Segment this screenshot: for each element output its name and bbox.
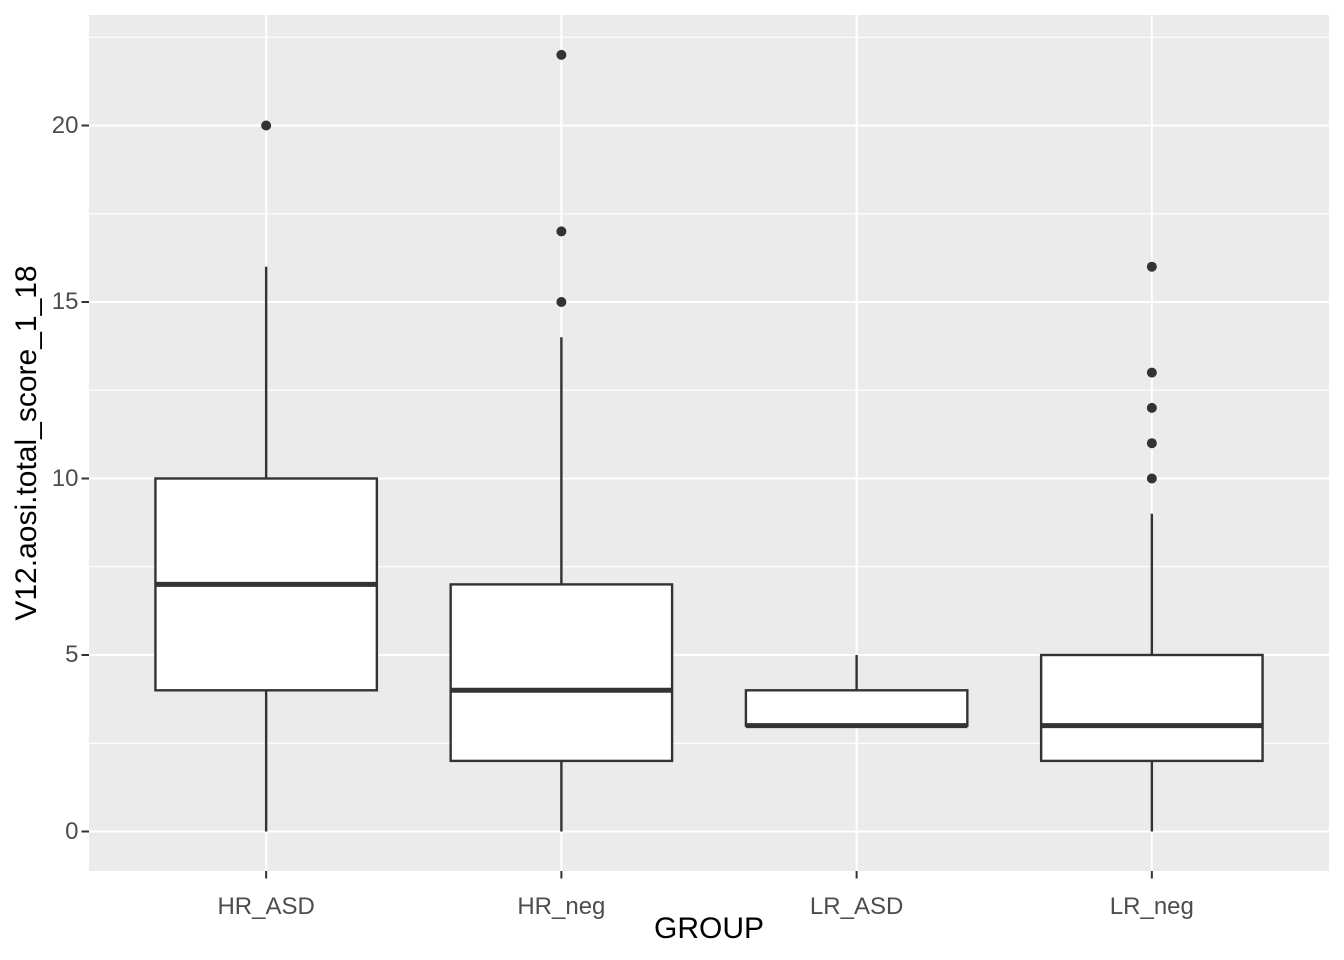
- outlier-point: [1146, 473, 1157, 484]
- box-iqr: [744, 689, 969, 727]
- outlier-point: [1146, 367, 1157, 378]
- boxplot-LR_neg: [1039, 261, 1264, 832]
- outlier-point: [556, 226, 567, 237]
- x-tick-label: LR_ASD: [809, 893, 904, 920]
- box-iqr: [449, 583, 674, 763]
- y-tick-label: 20: [51, 111, 79, 139]
- outlier-point: [556, 49, 567, 60]
- outlier-point: [1146, 438, 1157, 449]
- x-tick-label: LR_neg: [1109, 893, 1194, 920]
- outlier-point: [1146, 402, 1157, 413]
- x-axis-title: GROUP: [653, 912, 765, 945]
- boxplot-HR_neg: [449, 49, 674, 832]
- outlier-point: [556, 297, 567, 307]
- boxplot-HR_ASD: [154, 120, 379, 832]
- outlier-point: [261, 120, 272, 131]
- x-tick-label: HR_neg: [517, 893, 606, 920]
- y-axis-title: V12.aosi.total_score_1_18: [10, 265, 43, 621]
- boxplot-LR_ASD: [744, 655, 969, 729]
- outlier-point: [1146, 261, 1157, 272]
- y-tick-label: 5: [65, 641, 79, 668]
- x-tick-label: HR_ASD: [217, 893, 315, 920]
- y-tick-label: 10: [51, 464, 79, 492]
- box-iqr: [1039, 653, 1264, 763]
- y-tick-label: 15: [51, 288, 79, 315]
- y-tick-label: 0: [65, 817, 79, 845]
